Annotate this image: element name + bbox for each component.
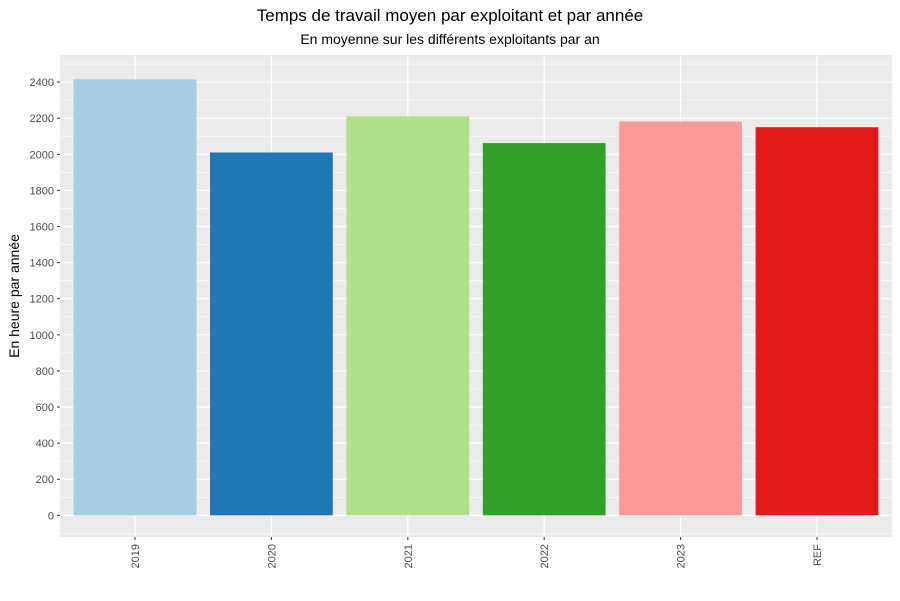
plot-panel [60, 55, 892, 537]
bar-2023 [619, 121, 742, 516]
x-tick-label: 2022 [539, 544, 551, 568]
y-tick-label: 1200 [30, 294, 54, 306]
chart-title: Temps de travail moyen par exploitant et… [256, 6, 644, 25]
bars [73, 79, 879, 516]
x-tick-label: REF [812, 544, 824, 566]
bar-2019 [73, 79, 197, 516]
y-axis-title: En heure par année [6, 234, 22, 358]
chart-subtitle: En moyenne sur les différents exploitant… [300, 31, 600, 47]
y-tick-label: 2200 [30, 113, 54, 125]
x-tick-label: 2020 [266, 544, 278, 568]
bar-REF [755, 127, 879, 516]
y-tick-label: 200 [36, 474, 54, 486]
x-tick-label: 2021 [403, 544, 415, 568]
y-tick-label: 600 [36, 402, 54, 414]
bar-2021 [346, 116, 470, 516]
y-tick-label: 800 [36, 366, 54, 378]
y-axis: 0 200 400 600 800 1000 1200 1400 1600 1800 2000 220… [30, 77, 60, 522]
bar-2020 [210, 152, 333, 516]
y-tick-label: 400 [36, 438, 54, 450]
y-tick-label: 1800 [30, 185, 54, 197]
y-tick-label: 2400 [30, 77, 54, 89]
y-tick-label: 0 [48, 510, 54, 522]
y-tick-label: 1000 [30, 330, 54, 342]
y-tick-label: 2000 [30, 149, 54, 161]
x-tick-label: 2019 [130, 544, 142, 568]
x-axis: 2019 2020 2021 2022 2023 REF [130, 537, 824, 568]
bar-2022 [482, 143, 606, 516]
y-tick-label: 1400 [30, 258, 54, 270]
x-tick-label: 2023 [676, 544, 688, 568]
y-tick-label: 1600 [30, 221, 54, 233]
minor-gridlines [60, 63, 892, 534]
